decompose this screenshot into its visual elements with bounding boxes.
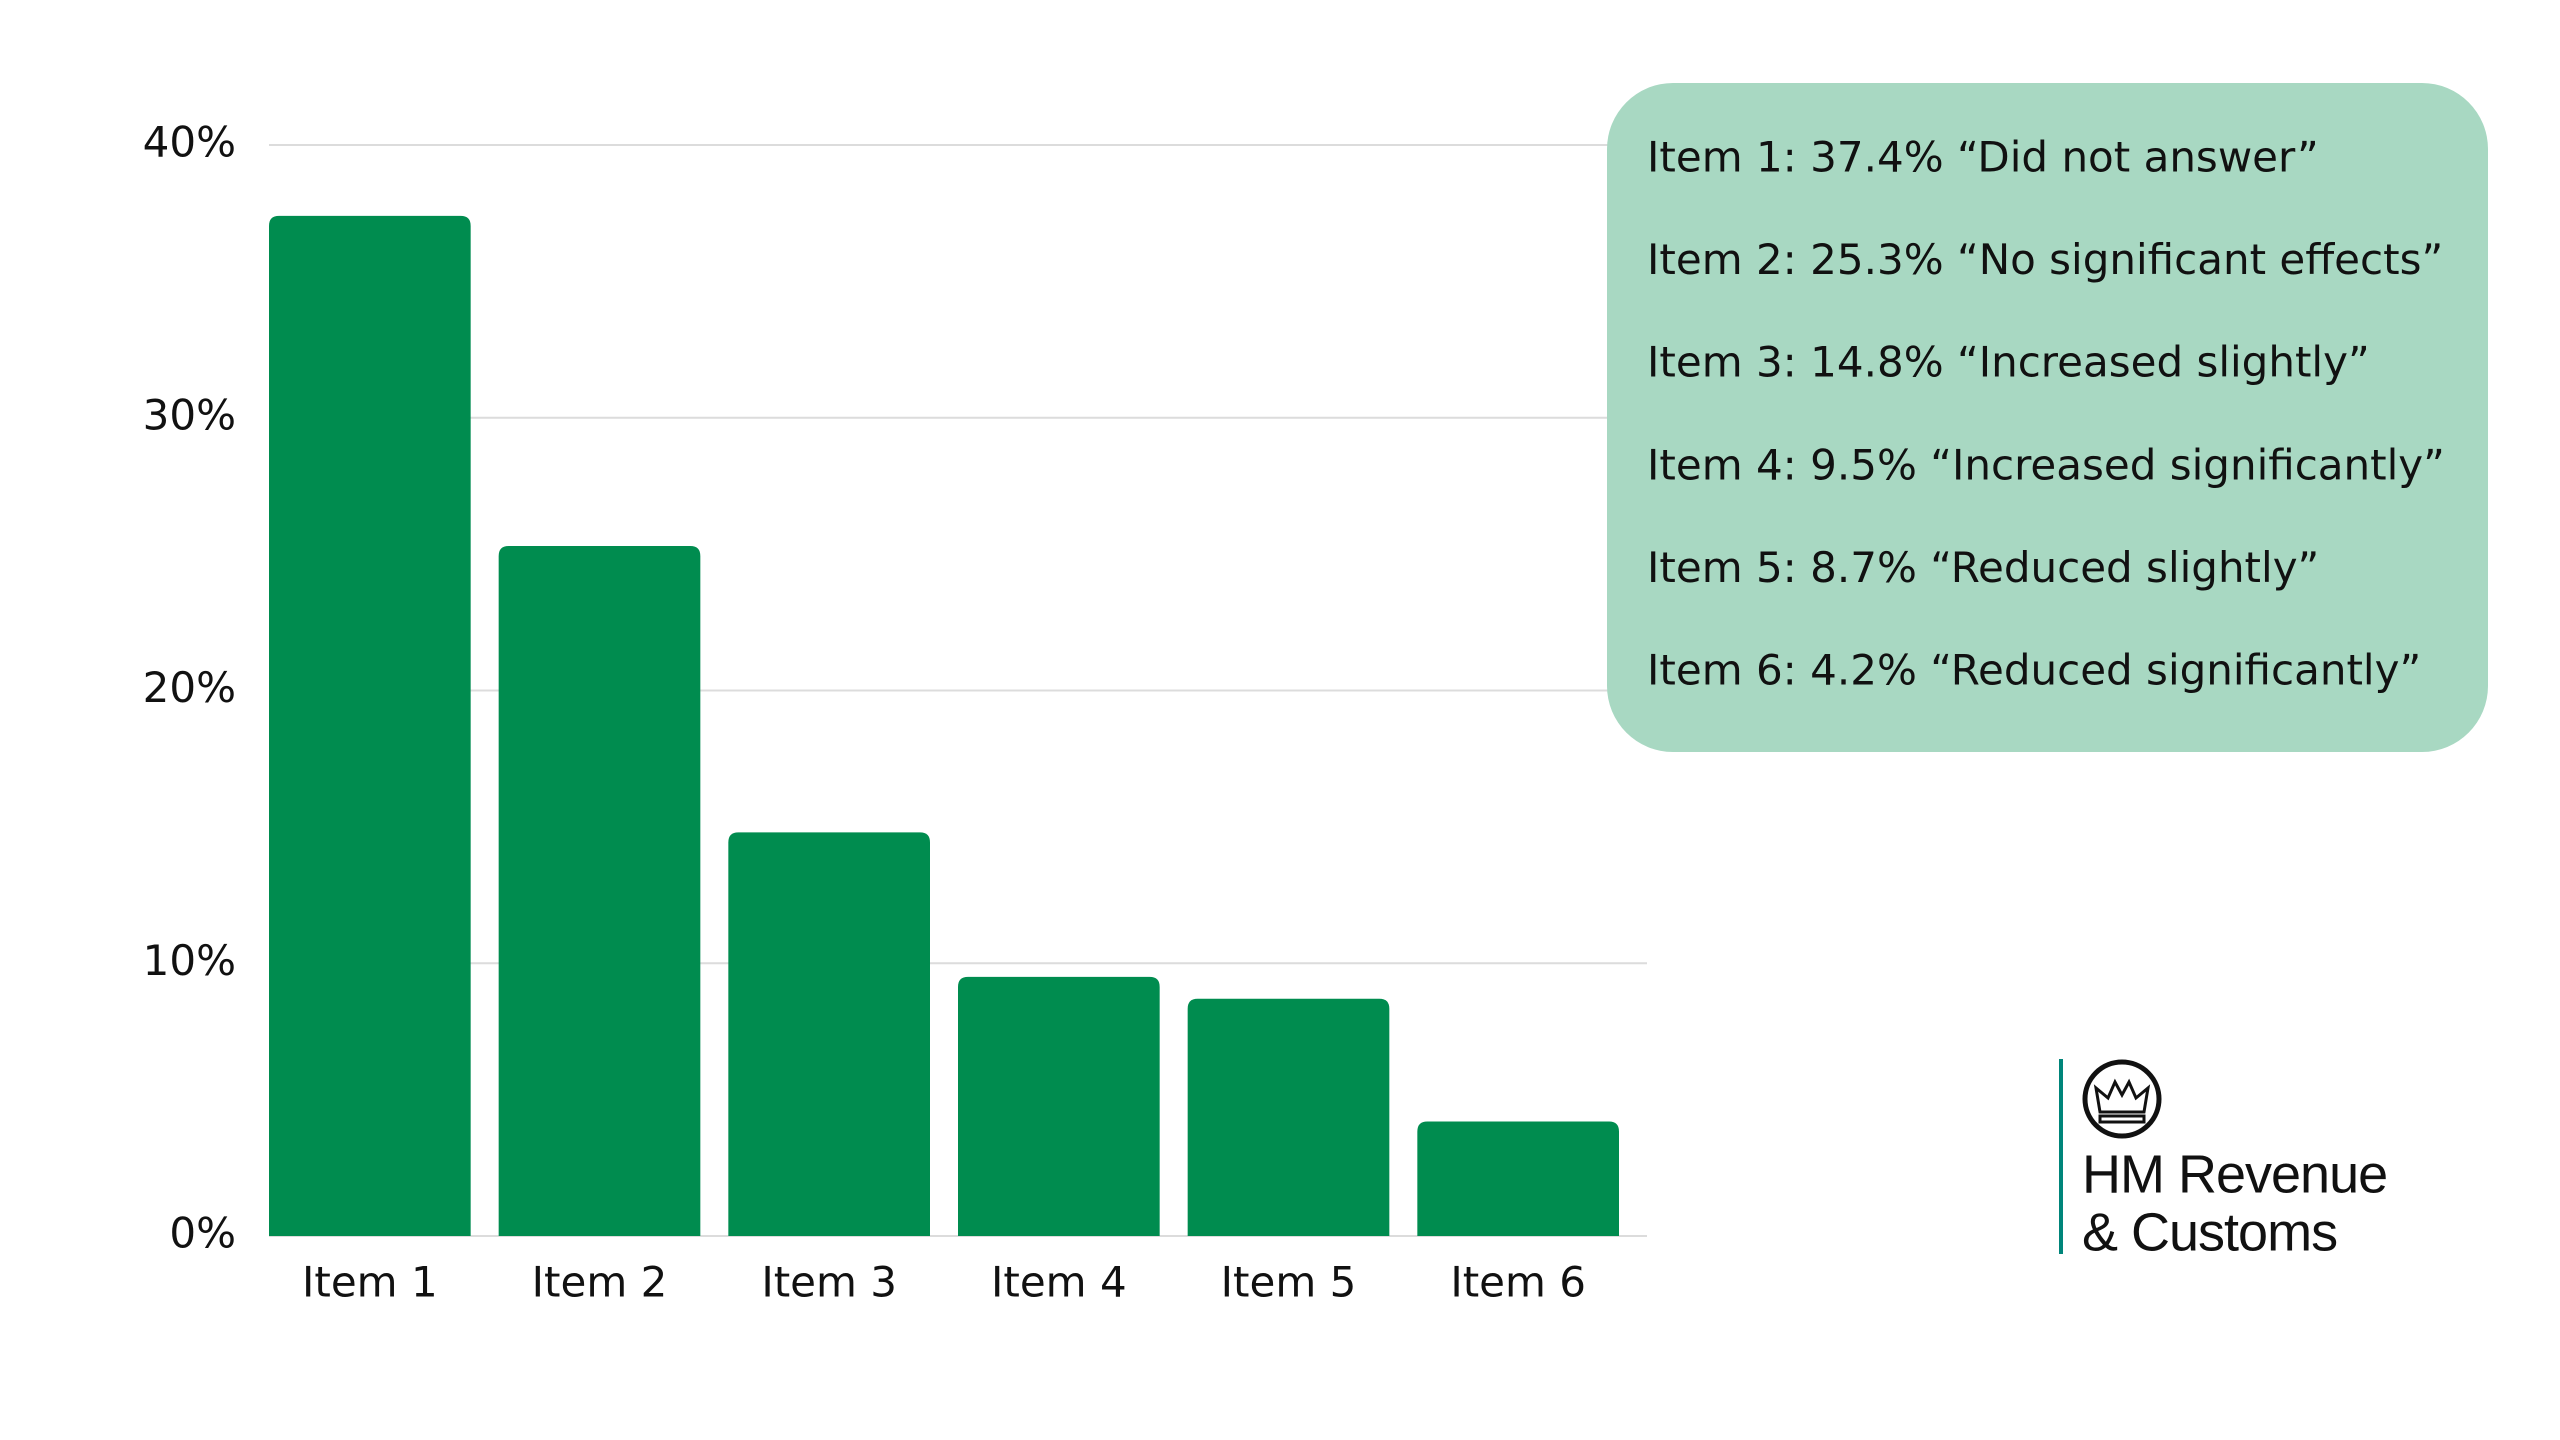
logo-crest bbox=[2082, 1059, 2162, 1139]
logo: HM Revenue & Customs bbox=[2059, 1059, 2388, 1262]
annotation: Item 3: 14.8% “Increased slightly” bbox=[1647, 338, 2370, 387]
x-tick-label: Item 5 bbox=[1221, 1258, 1357, 1307]
y-tick-label: 0% bbox=[169, 1209, 236, 1258]
x-tick-label: Item 3 bbox=[761, 1258, 897, 1307]
y-tick-label: 30% bbox=[143, 390, 236, 439]
annotation: Item 2: 25.3% “No significant effects” bbox=[1647, 235, 2443, 284]
bar bbox=[498, 545, 701, 1236]
logo-text: & Customs bbox=[2082, 1202, 2337, 1262]
bar bbox=[269, 215, 471, 1237]
annotation: Item 5: 8.7% “Reduced slightly” bbox=[1647, 543, 2319, 592]
bar bbox=[958, 976, 1160, 1236]
logo-crown bbox=[2093, 1078, 2151, 1124]
bar bbox=[1187, 998, 1390, 1236]
annotation: Item 1: 37.4% “Did not answer” bbox=[1647, 133, 2319, 182]
annotation: Item 6: 4.2% “Reduced significantly” bbox=[1647, 646, 2421, 695]
annotations: Item 1: 37.4% “Did not answer” Item 2: 25… bbox=[1647, 133, 2445, 695]
y-tick-label: 40% bbox=[143, 118, 236, 167]
bar bbox=[728, 832, 930, 1236]
x-tick-label: Item 1 bbox=[302, 1258, 438, 1307]
bars: Item 1 Item 2 Item 3 Item 4 Item 5 Item 6 bbox=[269, 215, 1619, 1307]
bar bbox=[1417, 1121, 1619, 1236]
x-tick-label: Item 6 bbox=[1450, 1258, 1586, 1307]
x-tick-label: Item 4 bbox=[991, 1258, 1127, 1307]
y-tick-label: 20% bbox=[143, 663, 236, 712]
annotation-box bbox=[1607, 83, 2488, 752]
annotation: Item 4: 9.5% “Increased significantly” bbox=[1647, 440, 2445, 489]
y-tick-label: 10% bbox=[143, 936, 236, 985]
x-tick-label: Item 2 bbox=[532, 1258, 668, 1307]
logo-text: HM Revenue bbox=[2082, 1144, 2387, 1204]
